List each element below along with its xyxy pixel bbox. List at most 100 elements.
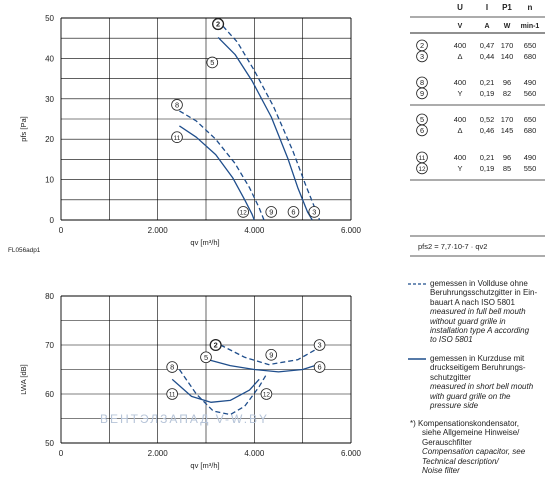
legend-dashed: gemessen in Vollduse ohne Beruhrungsschu…: [408, 279, 548, 345]
marker-3-label: 3: [312, 208, 316, 217]
legend-solid: gemessen in Kurzduse mit druckseitigem B…: [408, 354, 548, 410]
series-11-line: [179, 125, 255, 221]
marker-2-circle: [212, 18, 225, 31]
cell-n: 550: [524, 164, 537, 173]
cell-i: 0,21: [480, 153, 495, 162]
cell-u: Y: [457, 89, 462, 98]
cell-n: 680: [524, 52, 537, 61]
cell-p: 170: [501, 41, 514, 50]
pressure-chart: 0 2.000 4.000 6.000 0 10 20 30 40 50 qv [m³/h] pfs …: [8, 14, 362, 254]
x-tick-label: 4.000: [244, 449, 265, 458]
y-tick-label: 80: [45, 292, 54, 301]
legend-dashed-en-2: without guard grille in: [430, 316, 506, 326]
marker-5-label: 5: [420, 115, 424, 124]
unit-label: W: [504, 23, 511, 30]
series-5-6-line: [208, 359, 315, 373]
marker-5-circle: [206, 56, 219, 69]
watermark: ВЕНТЭЛЗАПАД V-W.BY: [100, 412, 270, 426]
cell-p: 85: [503, 164, 511, 173]
marker-12-label: 12: [240, 210, 248, 217]
marker-3-label: 3: [420, 52, 424, 61]
marker-3-circle: [308, 206, 321, 218]
cell-i: 0,19: [480, 164, 495, 173]
x-tick-label: 0: [59, 226, 64, 235]
series-2-3-line: [220, 344, 320, 366]
note-de-1: *) Kompensationskondensator,: [410, 419, 519, 428]
legend-dashed-en-1: measured in full bell mouth: [430, 307, 526, 317]
marker-11-circle: [171, 131, 183, 143]
cell-n: 490: [524, 153, 537, 162]
marker-11-label: 11: [169, 392, 176, 399]
series-2-line: [222, 25, 321, 221]
cell-p: 140: [501, 52, 514, 61]
legend-solid-en-1: measured in short bell mouth: [430, 382, 534, 392]
marker-8-circle: [166, 361, 178, 373]
marker-5-label: 5: [204, 353, 208, 362]
unit-label: min-1: [521, 23, 540, 30]
x-tick-label: 2.000: [148, 226, 169, 235]
marker-9-label: 9: [269, 208, 273, 217]
unit-label: A: [484, 23, 489, 30]
note-de-3: Gerauschfilter: [422, 437, 472, 447]
y-tick-label: 50: [45, 14, 54, 23]
marker-6-circle: [287, 206, 300, 218]
marker-12-circle: [416, 162, 428, 175]
marker-8-label: 8: [420, 78, 424, 87]
marker-9-circle: [416, 87, 428, 100]
y-tick-label: 0: [50, 216, 55, 225]
note-en-1: Compensation capacitor, see: [422, 447, 526, 457]
legend-solid-de-1: gemessen in Kurzduse mit: [430, 354, 525, 363]
marker-8-circle: [171, 99, 183, 111]
cell-p: 145: [501, 126, 514, 135]
x-tick-label: 4.000: [244, 226, 265, 235]
cell-i: 0,21: [480, 78, 495, 87]
y-tick-label: 10: [45, 176, 54, 185]
y-axis-label: LWA [dB]: [19, 364, 28, 394]
cell-n: 680: [524, 126, 537, 135]
marker-12-label: 12: [418, 166, 426, 173]
series-8-line: [179, 110, 265, 221]
marker-3-circle: [416, 50, 428, 63]
marker-11-circle: [166, 388, 178, 400]
marker-6-label: 6: [291, 208, 295, 217]
legend-dashed-de-3: bauart A nach ISO 5801: [430, 297, 515, 307]
x-tick-label: 0: [59, 449, 64, 458]
series-5-line: [217, 36, 313, 221]
marker-3-label: 3: [318, 341, 322, 350]
col-header-u: U: [457, 3, 463, 12]
sound-level-chart: 0 2.000 4.000 6.000 50 60 70 80 qv [m³/h] LWA [dB…: [19, 292, 362, 470]
y-tick-label: 60: [45, 390, 54, 399]
col-header-i: I: [486, 3, 488, 12]
marker-12-circle: [237, 206, 250, 218]
marker-11-label: 11: [174, 135, 181, 142]
x-tick-label: 2.000: [148, 449, 169, 458]
cell-u: 400: [454, 115, 467, 124]
legend-solid-de-3: schutzgitter: [430, 372, 471, 382]
y-tick-label: 40: [45, 54, 54, 63]
legend-dashed-en-3: installation type A according: [430, 326, 530, 336]
y-tick-label: 20: [45, 135, 54, 144]
cell-i: 0,19: [480, 89, 495, 98]
cell-n: 490: [524, 78, 537, 87]
legend-dashed-en-4: to ISO 5801: [430, 335, 473, 345]
marker-8-label: 8: [175, 100, 179, 109]
marker-9-label: 9: [420, 89, 424, 98]
cell-u: 400: [454, 153, 467, 162]
marker-9-circle: [265, 348, 278, 361]
cell-i: 0,52: [480, 115, 495, 124]
marker-9-label: 9: [269, 350, 273, 359]
legend-solid-en-3: pressure side: [430, 401, 479, 411]
unit-label: V: [458, 23, 463, 30]
x-tick-label: 6.000: [341, 449, 362, 458]
y-tick-label: 30: [45, 95, 54, 104]
cell-i: 0,44: [480, 52, 495, 61]
cell-u: 400: [454, 41, 467, 50]
cell-i: 0,46: [480, 126, 495, 135]
x-axis-label: qv [m³/h]: [190, 238, 219, 247]
cell-p: 96: [503, 78, 511, 87]
marker-5-label: 5: [210, 58, 214, 67]
legend-dashed-de-1: gemessen in Vollduse ohne: [430, 279, 528, 288]
marker-12-label: 12: [263, 392, 271, 399]
